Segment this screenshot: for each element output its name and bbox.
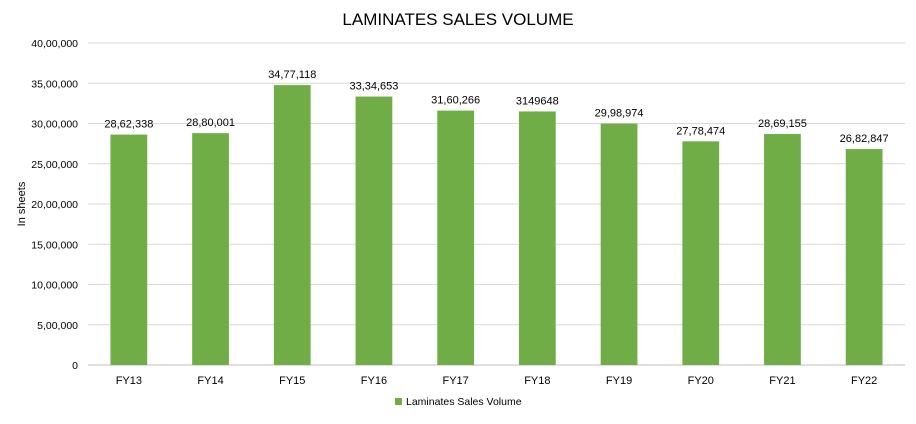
y-tick-label: 0 (72, 360, 78, 372)
data-label-fy18: 3149648 (516, 95, 559, 107)
data-label-fy21: 28,69,155 (758, 118, 807, 130)
x-axis-ticks: FY13 FY14 FY15 FY16 FY17 FY18 FY19 FY20 FY21 FY22 (116, 375, 878, 387)
data-label-fy13: 28,62,338 (104, 119, 153, 131)
y-axis-ticks: 0 5,00,000 10,00,000 15,00,000 20,00,000 25,0… (31, 38, 78, 372)
data-label-fy15: 34,77,118 (268, 69, 316, 81)
x-tick-label-fy21: FY21 (769, 375, 795, 387)
x-tick-label-fy15: FY15 (279, 375, 305, 387)
x-tick-label-fy22: FY22 (851, 375, 877, 387)
y-tick-label: 20,00,000 (31, 199, 78, 211)
x-tick-label-fy19: FY19 (606, 375, 632, 387)
x-tick-label-fy13: FY13 (116, 375, 142, 387)
bar-fy21 (764, 134, 801, 365)
y-tick-label: 30,00,000 (31, 119, 78, 131)
bar-fy13 (110, 134, 148, 365)
data-label-fy19: 29,98,974 (595, 108, 644, 120)
data-labels: 28,62,338 28,80,001 34,77,118 33,34,653 31,6… (104, 69, 888, 145)
y-tick-label: 40,00,000 (31, 38, 78, 50)
legend-swatch (395, 398, 402, 405)
legend-label: Laminates Sales Volume (406, 396, 522, 408)
x-tick-label-fy18: FY18 (524, 375, 550, 387)
bar-fy15 (273, 85, 311, 365)
legend: Laminates Sales Volume (395, 396, 522, 408)
bars (110, 85, 883, 366)
bar-fy17 (437, 110, 475, 365)
bar-fy22 (845, 149, 883, 365)
bar-fy20 (682, 141, 720, 365)
bar-fy18 (518, 111, 556, 365)
data-label-fy22: 26,82,847 (840, 133, 889, 145)
x-tick-label-fy17: FY17 (443, 375, 469, 387)
y-tick-label: 15,00,000 (31, 239, 78, 251)
data-label-fy16: 33,34,653 (349, 81, 398, 93)
y-axis-title: In sheets (16, 181, 28, 226)
data-label-fy17: 31,60,266 (431, 95, 480, 107)
data-label-fy14: 28,80,001 (186, 117, 235, 129)
y-tick-label: 35,00,000 (31, 78, 78, 90)
bar-fy14 (192, 133, 229, 365)
y-tick-label: 5,00,000 (37, 320, 78, 332)
bar-fy16 (355, 96, 393, 366)
x-tick-label-fy16: FY16 (361, 375, 387, 387)
x-tick-label-fy20: FY20 (688, 375, 714, 387)
bar-fy19 (600, 123, 638, 365)
y-tick-label: 25,00,000 (31, 159, 78, 171)
y-tick-label: 10,00,000 (31, 280, 78, 292)
x-tick-label-fy14: FY14 (197, 375, 223, 387)
data-label-fy20: 27,78,474 (676, 125, 725, 137)
chart-title: LAMINATES SALES VOLUME (342, 10, 573, 29)
